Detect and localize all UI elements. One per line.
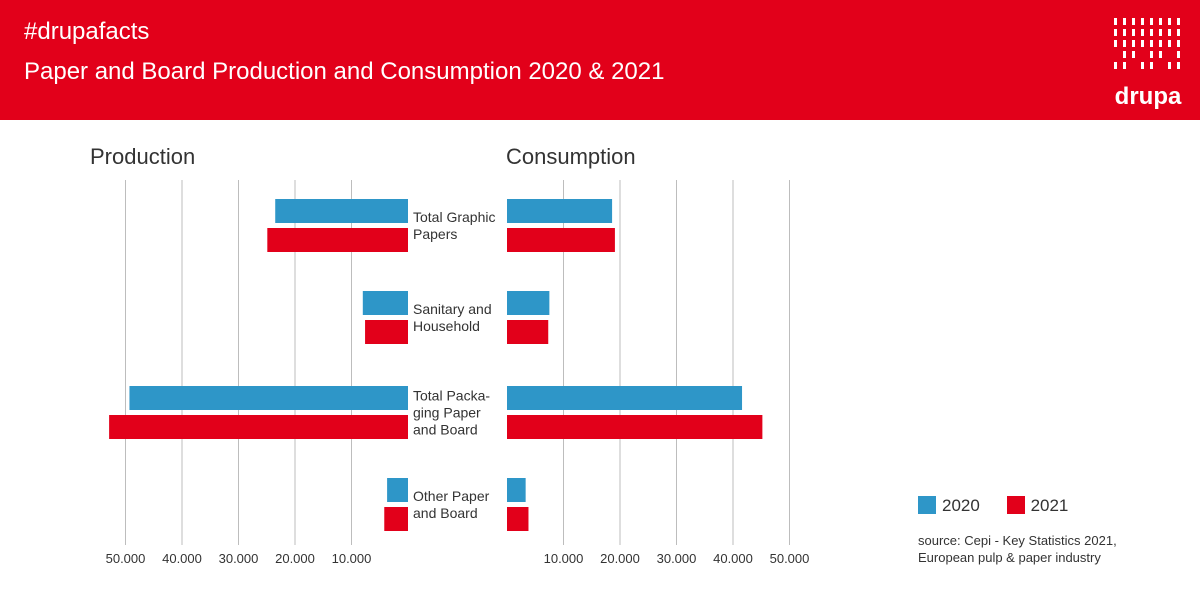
logo-dot bbox=[1123, 62, 1126, 69]
legend-item-2020: 2020 bbox=[918, 496, 980, 516]
consumption-bar-2021 bbox=[507, 320, 549, 344]
legend-swatch-2021 bbox=[1006, 496, 1025, 514]
production-bar-2020 bbox=[129, 386, 408, 410]
source-line-2: European pulp & paper industry bbox=[918, 550, 1101, 565]
logo-dot bbox=[1114, 18, 1117, 25]
logo-dot bbox=[1177, 29, 1180, 36]
consumption-bar-2020 bbox=[507, 291, 550, 315]
category-label: Sanitary and bbox=[413, 301, 492, 317]
legend-item-2021: 2021 bbox=[1006, 496, 1069, 516]
logo-dot bbox=[1132, 29, 1135, 36]
consumption-bar-2021 bbox=[507, 507, 529, 531]
category-label: Other Paper bbox=[413, 488, 490, 504]
consumption-bar-2020 bbox=[507, 386, 743, 410]
logo-dot bbox=[1150, 40, 1153, 47]
consumption-bar-2020 bbox=[507, 478, 526, 502]
logo-dot bbox=[1123, 51, 1126, 58]
legend-label-2021: 2021 bbox=[1030, 496, 1069, 515]
logo-dot bbox=[1132, 18, 1135, 25]
logo-dot bbox=[1114, 40, 1117, 47]
logo-dot bbox=[1132, 40, 1135, 47]
logo-dot bbox=[1168, 62, 1171, 69]
category-label: Total Graphic bbox=[413, 209, 495, 225]
consumption-bar-2021 bbox=[507, 415, 763, 439]
production-bar-2021 bbox=[365, 320, 408, 344]
production-tick-label: 20.000 bbox=[275, 551, 315, 566]
logo-dot bbox=[1159, 51, 1162, 58]
consumption-tick-label: 20.000 bbox=[600, 551, 640, 566]
category-label: ging Paper bbox=[413, 405, 481, 421]
logo-dot bbox=[1123, 18, 1126, 25]
logo-dot bbox=[1168, 40, 1171, 47]
source-note: source: Cepi - Key Statistics 2021, Euro… bbox=[918, 532, 1117, 566]
legend-swatch-2020 bbox=[918, 496, 936, 514]
logo-dot bbox=[1132, 51, 1135, 58]
production-bar-2020 bbox=[387, 478, 408, 502]
logo-text: drupa bbox=[1115, 83, 1182, 110]
logo-dot bbox=[1114, 29, 1117, 36]
production-tick-label: 50.000 bbox=[106, 551, 146, 566]
logo-dot bbox=[1177, 62, 1180, 69]
category-label: Household bbox=[413, 318, 480, 334]
logo-dot bbox=[1177, 40, 1180, 47]
source-line-1: source: Cepi - Key Statistics 2021, bbox=[918, 533, 1117, 548]
logo-dot bbox=[1168, 18, 1171, 25]
drupa-logo: drupa bbox=[1114, 18, 1182, 110]
logo-dot bbox=[1123, 29, 1126, 36]
header-banner: #drupafacts Paper and Board Production a… bbox=[0, 0, 1200, 120]
production-bar-2021 bbox=[384, 507, 408, 531]
category-label: and Board bbox=[413, 505, 478, 521]
logo-dot bbox=[1177, 51, 1180, 58]
logo-dot bbox=[1123, 40, 1126, 47]
consumption-tick-label: 10.000 bbox=[544, 551, 584, 566]
consumption-tick-label: 40.000 bbox=[713, 551, 753, 566]
production-tick-label: 40.000 bbox=[162, 551, 202, 566]
page-title: Paper and Board Production and Consumpti… bbox=[24, 58, 665, 85]
legend: 2020 2021 bbox=[918, 496, 1090, 516]
consumption-tick-label: 30.000 bbox=[657, 551, 697, 566]
production-tick-label: 30.000 bbox=[219, 551, 259, 566]
category-label: Total Packa- bbox=[413, 388, 490, 404]
logo-dot bbox=[1159, 29, 1162, 36]
logo-dot bbox=[1141, 40, 1144, 47]
logo-dot bbox=[1150, 51, 1153, 58]
logo-dot bbox=[1168, 29, 1171, 36]
production-bar-2020 bbox=[362, 291, 408, 315]
logo-dot bbox=[1159, 18, 1162, 25]
production-bar-2020 bbox=[275, 199, 408, 223]
production-tick-label: 10.000 bbox=[332, 551, 372, 566]
logo-dot bbox=[1141, 29, 1144, 36]
consumption-bar-2021 bbox=[507, 228, 615, 252]
logo-dot bbox=[1177, 18, 1180, 25]
logo-dot bbox=[1150, 18, 1153, 25]
production-title: Production bbox=[90, 144, 196, 169]
hashtag: #drupafacts bbox=[24, 18, 150, 45]
logo-dot bbox=[1114, 62, 1117, 69]
legend-label-2020: 2020 bbox=[942, 496, 980, 515]
logo-dot bbox=[1150, 29, 1153, 36]
production-bar-2021 bbox=[109, 415, 409, 439]
consumption-tick-label: 50.000 bbox=[770, 551, 810, 566]
consumption-title: Consumption bbox=[506, 144, 636, 169]
logo-dot bbox=[1150, 62, 1153, 69]
consumption-bar-2020 bbox=[507, 199, 613, 223]
production-bar-2021 bbox=[267, 228, 408, 252]
category-label: Papers bbox=[413, 226, 457, 242]
logo-dot bbox=[1141, 62, 1144, 69]
category-label: and Board bbox=[413, 422, 478, 438]
logo-dot bbox=[1159, 40, 1162, 47]
logo-dot bbox=[1141, 18, 1144, 25]
